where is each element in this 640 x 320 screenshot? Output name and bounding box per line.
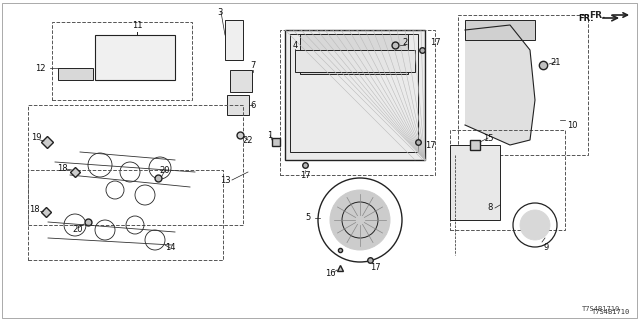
Text: 1: 1 <box>268 131 273 140</box>
Polygon shape <box>465 25 535 145</box>
Bar <box>225 20 243 60</box>
Text: FR.: FR. <box>579 13 594 22</box>
Text: 12: 12 <box>35 63 45 73</box>
Text: 7: 7 <box>250 60 256 69</box>
Text: 15: 15 <box>483 133 493 142</box>
Text: 16: 16 <box>324 269 335 278</box>
Text: 21: 21 <box>551 58 561 67</box>
Text: 10: 10 <box>567 121 577 130</box>
Text: 6: 6 <box>250 100 256 109</box>
Text: T7S4B1710: T7S4B1710 <box>592 309 630 315</box>
Text: 3: 3 <box>218 7 223 17</box>
Text: 11: 11 <box>132 20 142 29</box>
Bar <box>28 170 223 260</box>
Text: T7S4B1710: T7S4B1710 <box>582 306 620 312</box>
Circle shape <box>520 210 550 240</box>
Text: 20: 20 <box>73 226 83 235</box>
Text: 9: 9 <box>543 244 548 252</box>
Bar <box>227 95 249 115</box>
Text: 17: 17 <box>300 171 310 180</box>
Bar <box>285 30 425 160</box>
Bar <box>230 70 252 92</box>
Text: 13: 13 <box>220 175 230 185</box>
Text: 22: 22 <box>243 135 253 145</box>
Bar <box>450 130 565 230</box>
Text: 18: 18 <box>29 205 39 214</box>
Text: 5: 5 <box>305 213 310 222</box>
Bar <box>465 20 535 40</box>
Text: 8: 8 <box>487 204 493 212</box>
Bar <box>28 105 243 225</box>
Bar <box>280 30 435 175</box>
Text: 17: 17 <box>425 140 435 149</box>
Bar <box>52 22 192 100</box>
Text: 17: 17 <box>370 263 380 273</box>
Bar <box>95 35 175 80</box>
Text: 18: 18 <box>57 164 67 172</box>
Bar <box>458 15 588 155</box>
Text: 19: 19 <box>31 132 41 141</box>
Text: 2: 2 <box>403 37 408 46</box>
Text: FR.: FR. <box>589 11 606 20</box>
Bar <box>300 34 408 74</box>
Bar <box>450 145 500 220</box>
Circle shape <box>330 190 390 250</box>
Text: 20: 20 <box>160 165 170 174</box>
Text: 14: 14 <box>164 244 175 252</box>
Text: 4: 4 <box>292 41 298 50</box>
Bar <box>58 68 93 80</box>
Bar <box>290 34 418 152</box>
Bar <box>295 50 415 72</box>
Text: 17: 17 <box>429 37 440 46</box>
